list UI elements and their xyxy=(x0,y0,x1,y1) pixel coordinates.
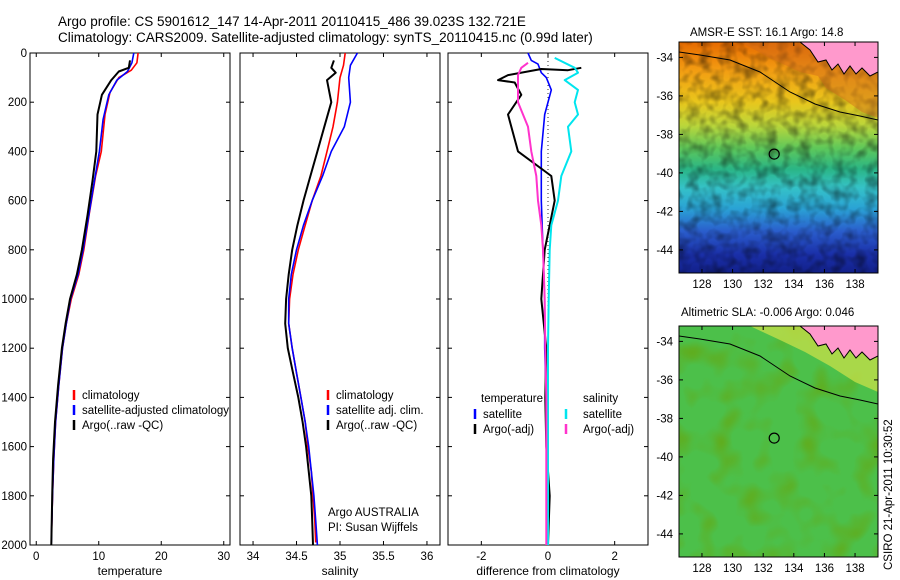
series-line xyxy=(517,61,548,545)
legend-label: Argo(-adj) xyxy=(583,424,634,436)
sla-map: Altimetric SLA: -0.006 Argo: 0.046 128 13… xyxy=(656,307,879,575)
series-line xyxy=(50,52,135,543)
sst-map: AMSR-E SST: 16.1 Argo: 14.8 128 130 132 134… xyxy=(656,27,879,291)
map-lat-label: -42 xyxy=(656,490,673,502)
map-lat-label: -34 xyxy=(656,336,673,348)
x-axis-label: temperature xyxy=(98,564,163,578)
legend-group-title: salinity xyxy=(583,393,618,405)
map-lat-label: -40 xyxy=(656,168,673,180)
legend-label: satellite xyxy=(483,409,522,421)
map-lon-label: 134 xyxy=(784,563,804,575)
map-lat-label: -40 xyxy=(656,452,673,464)
legend-label: satellite-adjusted climatology xyxy=(82,405,229,417)
sla-argo-location-marker xyxy=(768,432,780,444)
depth-tick-label: 1800 xyxy=(1,491,27,503)
depth-tick-label: 600 xyxy=(8,196,27,208)
x-tick-label: 20 xyxy=(155,551,168,563)
sla-map-axes: 128 130 132 134 136 138 -34 -36 -38 -40 -42 -44 xyxy=(656,326,878,575)
series-line xyxy=(287,52,359,546)
map-lon-label: 128 xyxy=(692,563,711,575)
x-tick-label: 0 xyxy=(33,551,39,563)
legend-label: Argo(..raw -QC) xyxy=(82,420,163,432)
map-lon-label: 138 xyxy=(845,563,864,575)
depth-tick-label: 400 xyxy=(8,146,27,158)
sst-argo-location-marker xyxy=(768,148,780,160)
map-lat-label: -44 xyxy=(656,245,673,257)
depth-tick-label: 2000 xyxy=(1,540,27,552)
map-lon-label: 132 xyxy=(754,279,773,291)
legend-label: climatology xyxy=(336,390,394,402)
map-lat-label: -36 xyxy=(656,91,673,103)
x-tick-label: 34.5 xyxy=(285,551,307,563)
x-tick-label: -2 xyxy=(476,551,486,563)
depth-tick-label: 0 xyxy=(21,48,27,60)
map-lon-label: 130 xyxy=(723,563,742,575)
legend-label: Argo(-adj) xyxy=(483,424,534,436)
series-line xyxy=(50,60,131,546)
depth-tick-label: 200 xyxy=(8,97,27,109)
sst-coastline-land xyxy=(799,42,878,77)
x-axis-label: salinity xyxy=(322,564,359,578)
map-lat-label: -38 xyxy=(656,413,673,425)
sst-shelf-contour xyxy=(679,51,878,121)
series-line xyxy=(50,52,139,533)
x-tick-label: 35 xyxy=(334,551,347,563)
sla-map-frame xyxy=(678,325,879,558)
figure-title-line1: Argo profile: CS 5901612_147 14-Apr-2011… xyxy=(58,14,526,29)
series-line xyxy=(287,52,346,543)
legend-label: satellite xyxy=(583,409,622,421)
map-lon-label: 128 xyxy=(692,279,711,291)
x-tick-label: 34 xyxy=(247,551,260,563)
map-lon-label: 134 xyxy=(784,279,804,291)
depth-tick-label: 1000 xyxy=(1,294,27,306)
panel-frame xyxy=(29,52,231,546)
sla-coastline-land xyxy=(799,326,878,361)
map-lat-label: -42 xyxy=(656,206,673,218)
x-tick-label: 2 xyxy=(611,551,617,563)
legend-label: satellite adj. clim. xyxy=(336,405,424,417)
map-lat-label: -36 xyxy=(656,375,673,387)
profile-panel-1: 0 200 400 600 800 1000 1200 1400 1600 1800 2000 0 10… xyxy=(1,48,231,578)
depth-tick-label: 800 xyxy=(8,245,27,257)
sla-map-title: Altimetric SLA: -0.006 Argo: 0.046 xyxy=(681,307,854,319)
sst-map-frame xyxy=(678,41,879,274)
map-lat-label: -38 xyxy=(656,129,673,141)
x-tick-label: 30 xyxy=(217,551,230,563)
map-lat-label: -34 xyxy=(656,52,673,64)
sst-map-axes: 128 130 132 134 136 138 -34 -36 -38 -40 -42 -44 xyxy=(656,42,878,291)
x-tick-label: 36 xyxy=(421,551,434,563)
figure-title-line2: Climatology: CARS2009. Satellite-adjuste… xyxy=(58,30,593,45)
depth-tick-label: 1600 xyxy=(1,442,27,454)
sst-map-title: AMSR-E SST: 16.1 Argo: 14.8 xyxy=(690,27,843,39)
dac-annotation: Argo AUSTRALIA xyxy=(328,507,419,519)
map-lon-label: 138 xyxy=(845,279,864,291)
csiro-timestamp: CSIRO 21-Apr-2011 10:30:52 xyxy=(883,419,895,570)
x-axis-label: difference from climatology xyxy=(476,564,619,578)
series-line xyxy=(547,57,579,545)
x-tick-label: 35.5 xyxy=(372,551,394,563)
depth-tick-label: 1200 xyxy=(1,343,27,355)
depth-tick-label: 1400 xyxy=(1,392,27,404)
pi-annotation: PI: Susan Wijffels xyxy=(328,522,418,534)
sla-shelf-contour xyxy=(679,335,878,405)
x-tick-label: 0 xyxy=(545,551,551,563)
map-lon-label: 132 xyxy=(754,563,773,575)
map-lon-label: 130 xyxy=(723,279,742,291)
map-lon-label: 136 xyxy=(815,563,834,575)
map-lat-label: -44 xyxy=(656,529,673,541)
legend-group-title: temperature xyxy=(481,393,543,405)
profile-panel-2: 34 34.5 35 35.5 36 salinity climatology satelli… xyxy=(239,52,441,578)
legend-label: Argo(..raw -QC) xyxy=(336,420,417,432)
legend-label: climatology xyxy=(82,390,140,402)
series-line xyxy=(284,60,337,546)
panel-frame xyxy=(239,52,441,546)
map-lon-label: 136 xyxy=(815,279,834,291)
x-tick-label: 10 xyxy=(92,551,105,563)
